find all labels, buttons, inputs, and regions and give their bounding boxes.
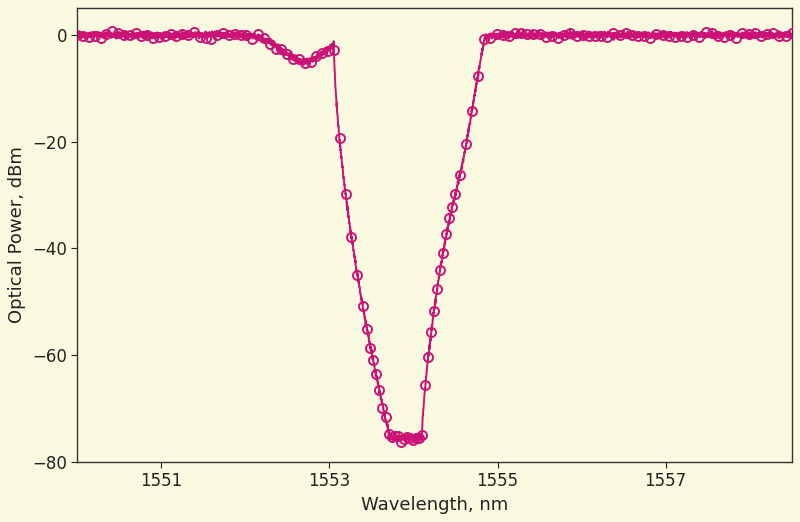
X-axis label: Wavelength, nm: Wavelength, nm xyxy=(361,496,508,514)
Y-axis label: Optical Power, dBm: Optical Power, dBm xyxy=(8,147,26,324)
